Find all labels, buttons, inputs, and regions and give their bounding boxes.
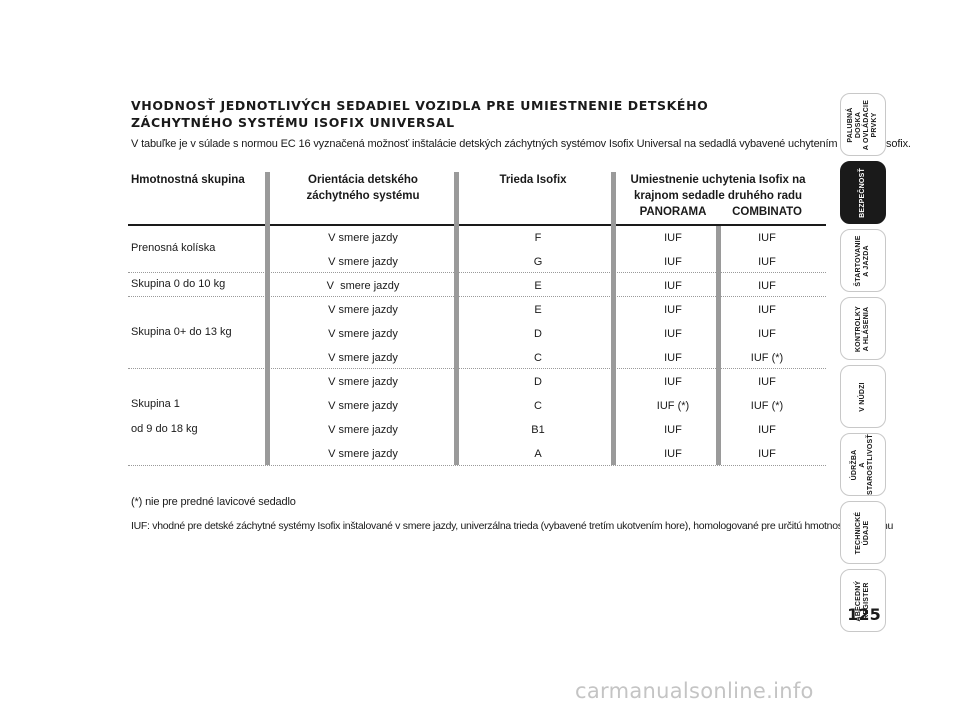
cell-class: C xyxy=(534,400,542,412)
footnote-iuf: IUF: vhodné pre detské záchytné systémy … xyxy=(131,520,894,532)
cell-orientation: V smere jazdy xyxy=(328,256,398,268)
cell-orientation: V smere jazdy xyxy=(328,424,398,436)
header-group: Hmotnostná skupina xyxy=(131,174,245,186)
tab-startovanie[interactable]: ŠTARTOVANIE A JAZDA xyxy=(840,229,886,292)
header-class: Trieda Isofix xyxy=(499,174,567,186)
header-orientation: Orientácia detského záchytného systému xyxy=(306,174,420,202)
cell-class: D xyxy=(534,376,542,388)
table-row: V smere jazdy D IUF IUF xyxy=(128,375,826,395)
cell-combinato: IUF xyxy=(758,232,776,244)
tab-label: KONTROLKY A HLÁSENIA xyxy=(855,305,870,352)
cell-panorama: IUF xyxy=(664,448,682,460)
cell-class: C xyxy=(534,352,542,364)
tab-abecedny-register[interactable]: ABECEDNÝ REGISTER xyxy=(840,569,886,632)
page-title: VHODNOSŤ JEDNOTLIVÝCH SEDADIEL VOZIDLA P… xyxy=(131,98,709,130)
row-separator xyxy=(128,296,826,297)
cell-combinato: IUF xyxy=(758,376,776,388)
group-label: Skupina 1 xyxy=(131,398,180,410)
table-row: V smere jazdy A IUF IUF xyxy=(128,447,826,467)
column-divider xyxy=(611,172,616,465)
tab-label: BEZPEČNOSŤ xyxy=(859,167,866,218)
watermark: carmanualsonline.info xyxy=(575,679,814,703)
tab-label: PALUBNÁ DOSKA A OVLÁDACIE PRVKY xyxy=(847,99,878,150)
table-row: V smere jazdy C IUF IUF (*) xyxy=(128,351,826,371)
tab-v-nudzi[interactable]: V NÚDZI xyxy=(840,365,886,428)
tab-label: V NÚDZI xyxy=(859,381,866,412)
cell-combinato: IUF xyxy=(758,424,776,436)
row-separator xyxy=(128,465,826,466)
isofix-table: Hmotnostná skupina Orientácia detského z… xyxy=(128,170,826,468)
cell-orientation: V smere jazdy xyxy=(328,304,398,316)
group-label: Skupina 0 do 10 kg xyxy=(131,278,226,290)
cell-panorama: IUF xyxy=(664,376,682,388)
cell-panorama: IUF xyxy=(664,424,682,436)
table-row: V smere jazdy G IUF IUF xyxy=(128,255,826,275)
group-label: Skupina 0+ do 13 kg xyxy=(131,326,232,338)
cell-combinato: IUF xyxy=(758,328,776,340)
cell-panorama: IUF xyxy=(664,304,682,316)
header-panorama: PANORAMA xyxy=(639,206,707,218)
tab-label: TECHNICKÉ ÚDAJE xyxy=(855,511,870,554)
tab-bezpecnost[interactable]: BEZPEČNOSŤ xyxy=(840,161,886,224)
group-label: Prenosná kolíska xyxy=(131,242,216,254)
cell-panorama: IUF xyxy=(664,328,682,340)
cell-orientation: V smere jazdy xyxy=(328,400,398,412)
table-row: V smere jazdy B1 IUF IUF xyxy=(128,423,826,443)
tab-label: ÚDRŽBA A STAROSTLIVOSŤ xyxy=(851,433,874,495)
header-position: Umiestnenie uchytenia Isofix na krajnom … xyxy=(630,174,806,202)
cell-orientation: V smere jazdy xyxy=(328,232,398,244)
page-number: 125 xyxy=(847,605,881,624)
cell-orientation: V smere jazdy xyxy=(328,352,398,364)
tab-technicke-udaje[interactable]: TECHNICKÉ ÚDAJE xyxy=(840,501,886,564)
cell-class: E xyxy=(534,304,542,316)
cell-panorama: IUF xyxy=(664,352,682,364)
cell-orientation: V smere jazdy xyxy=(326,280,400,292)
cell-combinato: IUF xyxy=(758,280,776,292)
cell-combinato: IUF xyxy=(758,304,776,316)
intro-text: V tabuľke je v súlade s normou EC 16 vyz… xyxy=(131,138,911,150)
footnote-asterisk: (*) nie pre predné lavicové sedadlo xyxy=(131,496,296,508)
cell-class: G xyxy=(533,256,543,268)
row-separator xyxy=(128,272,826,273)
table-row: V smere jazdy E IUF IUF xyxy=(128,279,826,299)
cell-combinato: IUF (*) xyxy=(750,400,784,412)
cell-orientation: V smere jazdy xyxy=(328,376,398,388)
cell-combinato: IUF xyxy=(758,256,776,268)
table-row: V smere jazdy E IUF IUF xyxy=(128,303,826,323)
column-divider xyxy=(454,172,459,465)
cell-combinato: IUF xyxy=(758,448,776,460)
tab-kontrolky[interactable]: KONTROLKY A HLÁSENIA xyxy=(840,297,886,360)
cell-panorama: IUF xyxy=(664,256,682,268)
cell-class: A xyxy=(534,448,542,460)
cell-combinato: IUF (*) xyxy=(750,352,784,364)
cell-class: F xyxy=(534,232,542,244)
group-label: od 9 do 18 kg xyxy=(131,423,198,435)
header-combinato: COMBINATO xyxy=(732,206,802,218)
table-row: V smere jazdy F IUF IUF xyxy=(128,231,826,251)
cell-class: B1 xyxy=(531,424,545,436)
cell-panorama: IUF (*) xyxy=(656,400,690,412)
table-row: V smere jazdy D IUF IUF xyxy=(128,327,826,347)
column-divider xyxy=(265,172,270,465)
tab-label: ŠTARTOVANIE A JAZDA xyxy=(855,234,870,287)
tab-palubna-doska[interactable]: PALUBNÁ DOSKA A OVLÁDACIE PRVKY xyxy=(840,93,886,156)
table-row: V smere jazdy C IUF (*) IUF (*) xyxy=(128,399,826,419)
cell-orientation: V smere jazdy xyxy=(328,448,398,460)
cell-class: D xyxy=(534,328,542,340)
row-separator xyxy=(128,368,826,369)
header-divider xyxy=(128,224,826,226)
cell-panorama: IUF xyxy=(664,232,682,244)
cell-class: E xyxy=(534,280,542,292)
cell-orientation: V smere jazdy xyxy=(328,328,398,340)
cell-panorama: IUF xyxy=(664,280,682,292)
tab-udrzba[interactable]: ÚDRŽBA A STAROSTLIVOSŤ xyxy=(840,433,886,496)
column-divider xyxy=(716,226,721,465)
